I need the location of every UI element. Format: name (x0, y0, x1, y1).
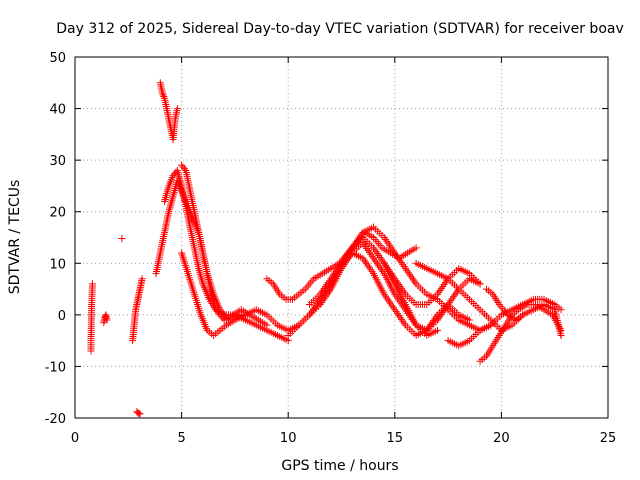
data-point (171, 186, 179, 194)
data-point (135, 409, 143, 417)
series-arc-b (156, 79, 181, 144)
data-point (161, 197, 169, 205)
y-tick-label: 0 (58, 309, 66, 324)
data-point (173, 105, 181, 113)
series-arc-n (476, 301, 565, 365)
data-point (433, 326, 441, 334)
data-point (162, 192, 170, 200)
data-point (118, 235, 126, 243)
series-arc-e (178, 249, 250, 339)
data-point (170, 188, 178, 196)
y-tick-label: -20 (45, 412, 66, 427)
data-point (196, 268, 204, 276)
data-series (87, 79, 565, 418)
y-tick-label: 20 (49, 206, 66, 221)
data-point (196, 270, 204, 278)
chart-title: Day 312 of 2025, Sidereal Day-to-day VTE… (56, 21, 624, 37)
series-arc-3h (129, 275, 146, 345)
series-early-arc-a (87, 280, 96, 355)
data-point (195, 266, 203, 274)
data-point (163, 188, 171, 196)
data-point (138, 275, 146, 283)
data-point (158, 89, 166, 97)
x-tick-label: 5 (177, 431, 185, 446)
data-point (557, 331, 565, 339)
series-early-arc-b (100, 311, 111, 327)
x-tick-label: 25 (600, 431, 617, 446)
data-point (159, 91, 167, 99)
data-point (557, 306, 565, 314)
data-point (197, 274, 205, 282)
y-tick-label: 30 (49, 154, 66, 169)
data-point (197, 272, 205, 280)
data-point (179, 163, 187, 171)
data-point (165, 206, 173, 214)
series-isolated (118, 235, 126, 243)
data-point (170, 190, 178, 198)
series-arc-o (482, 285, 565, 339)
data-point (169, 192, 177, 200)
data-point (180, 165, 188, 173)
data-point (242, 311, 250, 319)
y-tick-label: -10 (45, 360, 66, 375)
x-tick-label: 0 (71, 431, 79, 446)
y-tick-label: 50 (49, 51, 66, 66)
y-tick-label: 40 (49, 103, 66, 118)
x-tick-label: 15 (387, 431, 404, 446)
data-point (178, 161, 186, 169)
x-tick-label: 10 (280, 431, 297, 446)
grid-lines (75, 57, 608, 418)
y-axis-label: SDTVAR / TECUs (7, 180, 23, 295)
data-point (163, 190, 171, 198)
data-point (198, 276, 206, 284)
data-point (166, 204, 174, 212)
data-point (169, 172, 177, 180)
data-point (164, 186, 172, 194)
data-point (166, 202, 174, 210)
y-tick-label: 10 (49, 257, 66, 272)
data-point (164, 184, 172, 192)
data-point (168, 196, 176, 204)
x-tick-label: 20 (493, 431, 510, 446)
data-point (169, 194, 177, 202)
data-point (103, 316, 111, 324)
data-point (167, 198, 175, 206)
data-point (88, 280, 96, 288)
data-point (160, 93, 168, 101)
data-point (167, 200, 175, 208)
data-point (161, 195, 169, 203)
series-arc-k (380, 259, 484, 309)
axes: 0 5 10 15 20 25 -20 -10 0 10 20 30 40 50 (45, 51, 617, 446)
data-point (136, 410, 144, 418)
x-axis-label: GPS time / hours (281, 458, 398, 474)
data-point (412, 244, 420, 252)
data-point (171, 185, 179, 193)
series-arc-3h-low (133, 408, 144, 418)
data-point (162, 194, 170, 202)
plot-frame (74, 56, 609, 419)
data-point (476, 280, 484, 288)
